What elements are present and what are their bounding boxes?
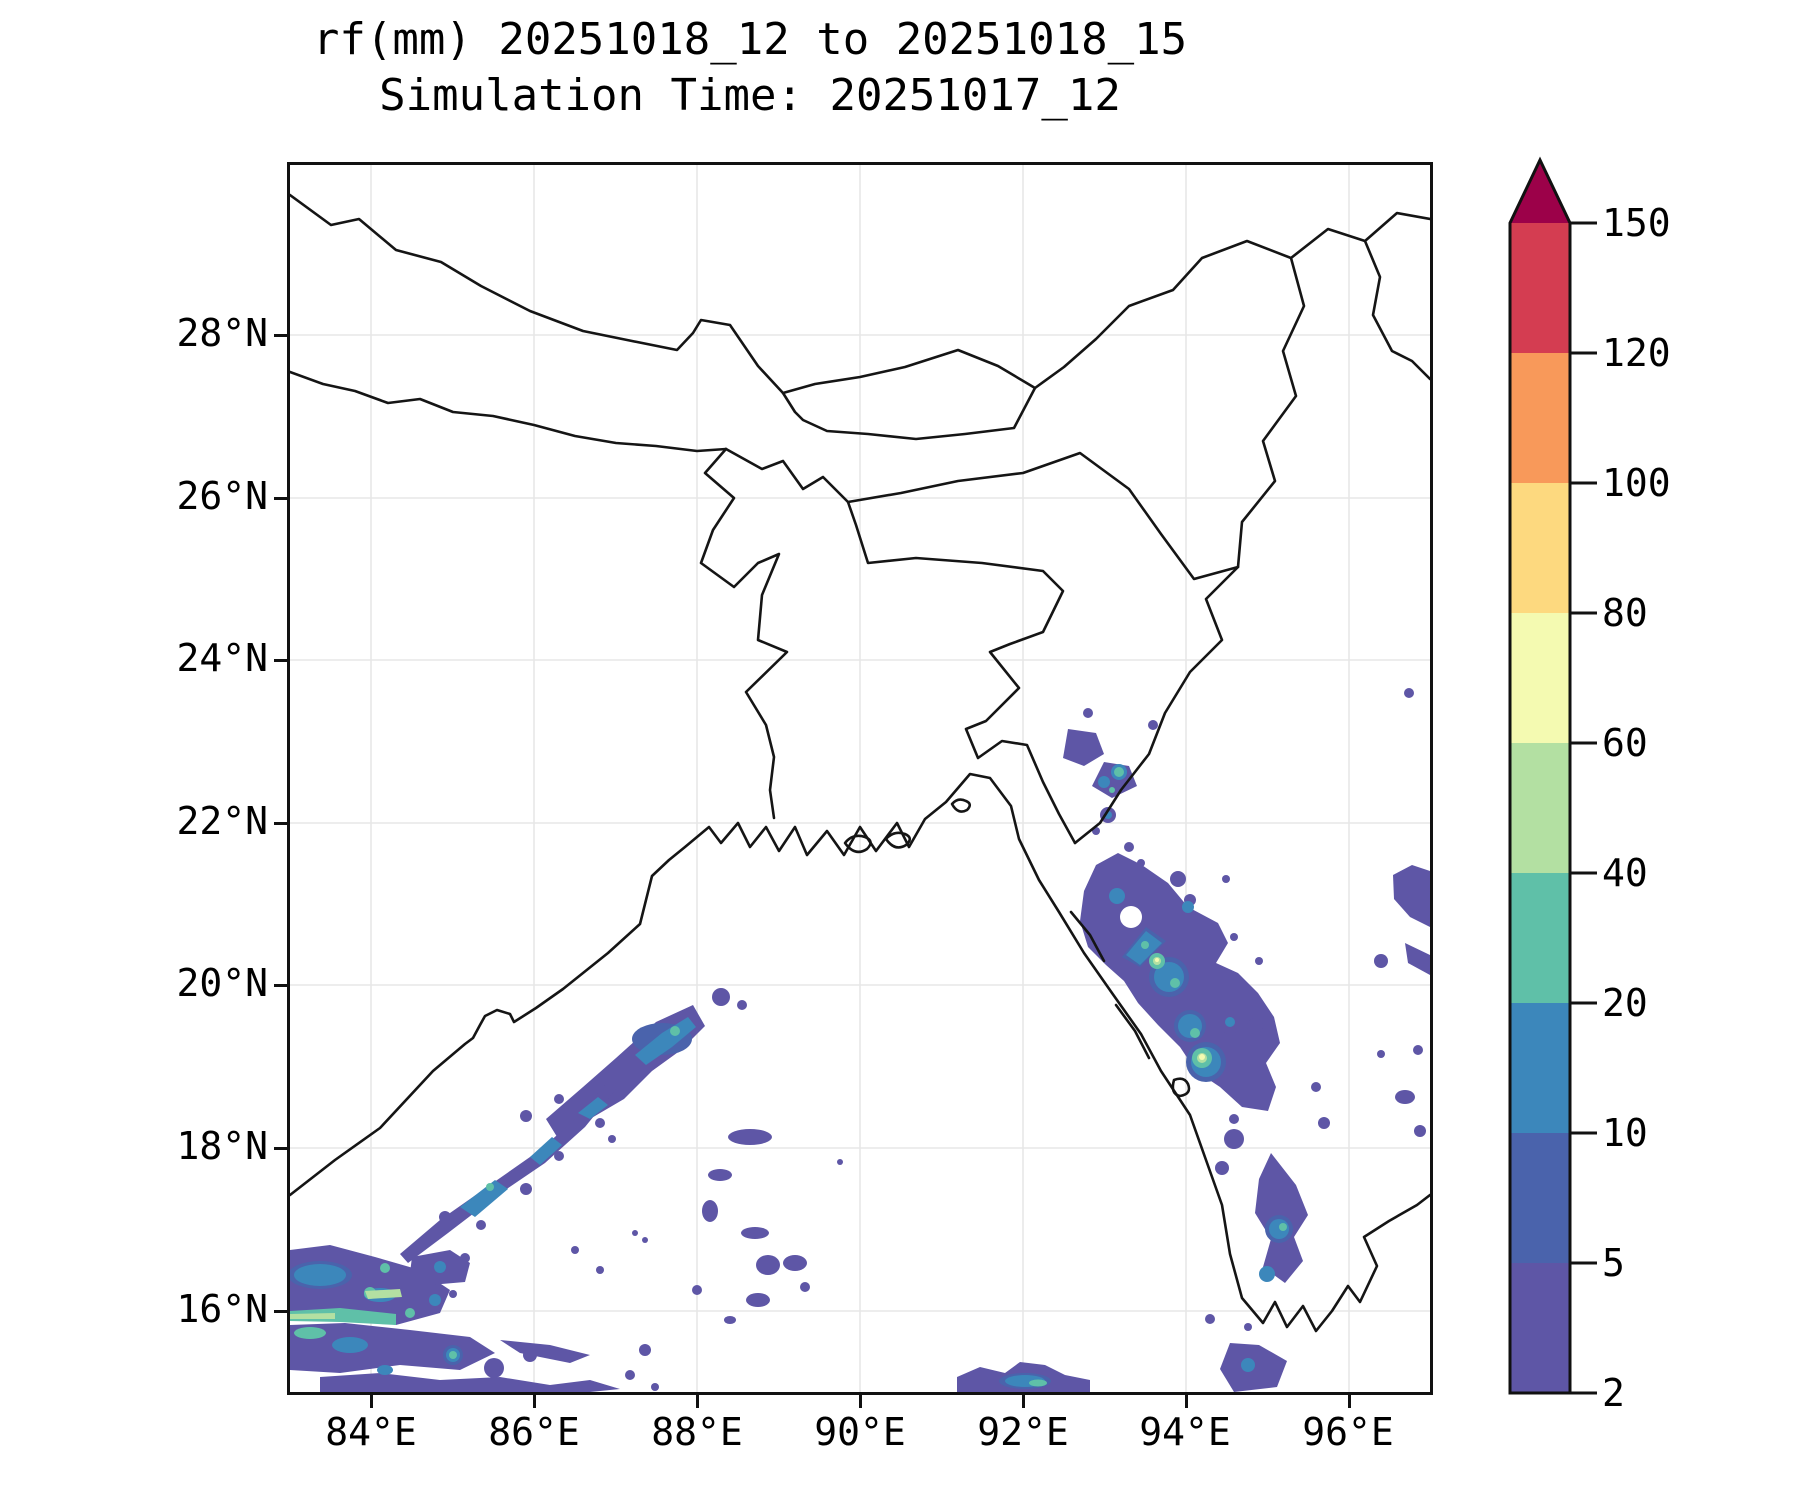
bangladesh-north-east-border [724,447,1077,845]
x-tick-label: 88°E [651,1410,743,1454]
colorbar-seg-120-150 [1510,223,1570,353]
x-tick [696,1395,699,1408]
colorbar-seg-60-80 [1510,613,1570,743]
y-tick-label: 18°N [176,1124,268,1168]
y-tick [274,334,287,337]
coastline [288,772,1432,1333]
map-outlines [288,193,1432,1333]
colorbar-seg-10-20 [1510,1003,1570,1133]
x-tick [859,1395,862,1408]
y-tick-label: 16°N [176,1287,268,1331]
x-tick-label: 96°E [1302,1410,1394,1454]
y-tick [274,822,287,825]
bangladesh-west-border [699,447,789,820]
rain-contours-10-20mm [294,764,1289,1387]
colorbar-tick-label: 60 [1602,721,1648,765]
rakhine-barrier-island-2 [1114,1003,1151,1060]
colorbar-tick-label: 20 [1602,981,1648,1025]
delta-island-1 [843,834,872,854]
x-tick [1348,1395,1351,1408]
colorbar-tick-label: 40 [1602,851,1648,895]
x-tick-label: 86°E [488,1410,580,1454]
gridlines [290,165,1430,1392]
y-tick-label: 24°N [176,636,268,680]
rakhine-barrier-island-1 [1069,910,1106,963]
colorbar-tick-label: 10 [1602,1111,1648,1155]
y-tick-label: 26°N [176,474,268,518]
x-tick-label: 92°E [977,1410,1069,1454]
colorbar-over-arrow [1510,160,1570,223]
colorbar-tick-label: 80 [1602,591,1648,635]
y-tick [274,1310,287,1313]
x-tick-label: 94°E [1139,1410,1231,1454]
nepal-south-border [288,370,728,453]
plot-subtitle: Simulation Time: 20251017_12 [379,70,1121,121]
colorbar-tick-label: 120 [1602,331,1671,375]
rakhine-island-3 [1171,1077,1191,1098]
delta-island-2 [884,831,912,849]
colorbar-seg-100-120 [1510,353,1570,483]
border-ne-branch [1363,239,1432,381]
bhutan-south-border [781,386,1037,441]
india-myanmar-border [1073,256,1306,845]
y-tick-label: 28°N [176,311,268,355]
colorbar-seg-40-60 [1510,743,1570,873]
colorbar-seg-20-40 [1510,873,1570,1003]
y-tick [274,984,287,987]
himalaya-border-line [288,193,1432,395]
x-tick [533,1395,536,1408]
colorbar [1508,156,1597,1395]
x-tick [370,1395,373,1408]
map-plot-area [287,162,1433,1395]
colorbar-tick-label: 5 [1602,1241,1625,1285]
y-tick-label: 22°N [176,799,268,843]
colorbar-seg-5-10 [1510,1133,1570,1263]
rain-band-gap [1120,906,1142,928]
y-tick [274,497,287,500]
colorbar-outline [1508,156,1572,1395]
y-tick [274,659,287,662]
colorbar-tick-label: 2 [1602,1371,1625,1415]
x-tick [1185,1395,1188,1408]
y-tick [274,1147,287,1150]
rain-contours-60-80mm [1155,958,1205,1060]
y-tick-label: 20°N [176,961,268,1005]
colorbar-tick-label: 150 [1602,201,1671,245]
colorbar-seg-2-5 [1510,1263,1570,1393]
delta-island-3 [950,798,972,813]
plot-title: rf(mm) 20251018_12 to 20251018_15 [312,14,1188,65]
map-svg [288,165,1432,1392]
colorbar-seg-80-100 [1510,483,1570,613]
x-tick-label: 84°E [325,1410,417,1454]
x-tick-label: 90°E [814,1410,906,1454]
assam-valley-border [846,451,1240,581]
x-tick [1022,1395,1025,1408]
colorbar-tick-label: 100 [1602,461,1671,505]
